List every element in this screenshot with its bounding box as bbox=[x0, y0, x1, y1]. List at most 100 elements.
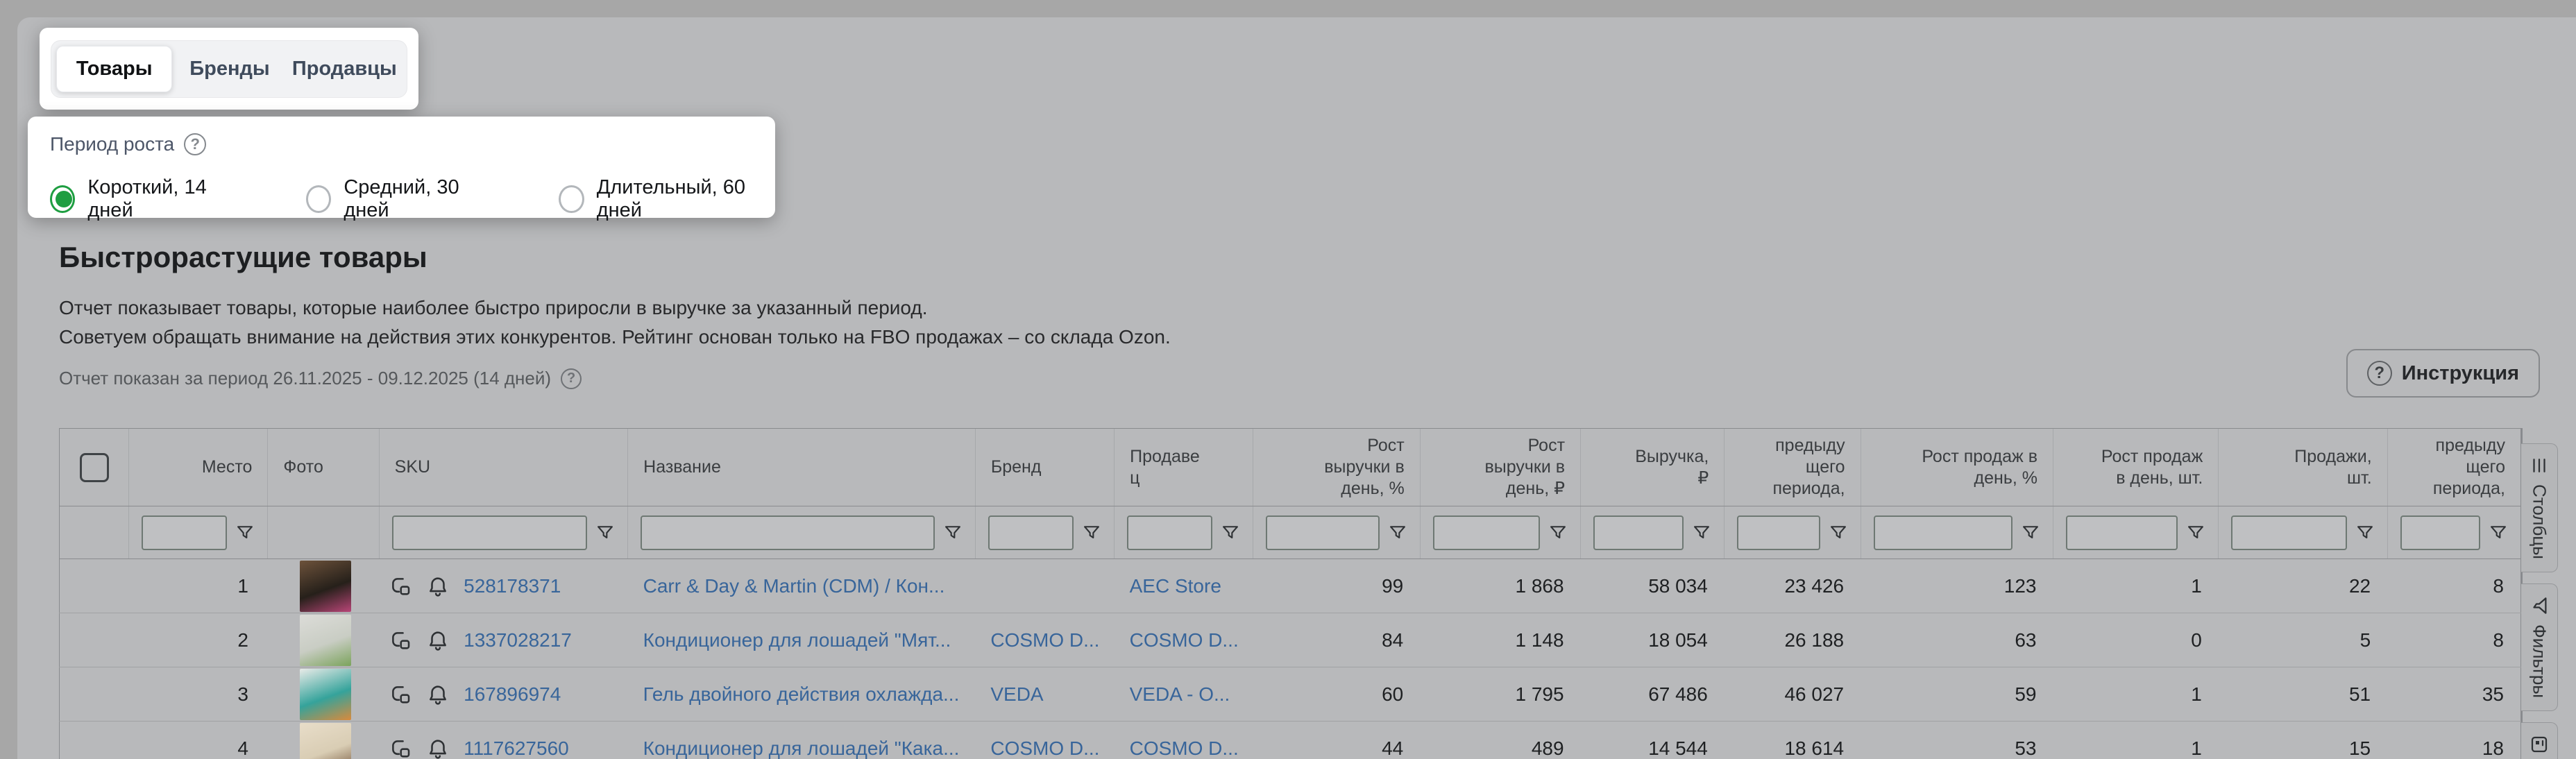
filter-input-prev_period_sales[interactable] bbox=[2400, 515, 2480, 550]
filter-cell-seller bbox=[1114, 506, 1253, 559]
filter-input-sales_units[interactable] bbox=[2231, 515, 2347, 550]
filter-input-sales_growth_pct[interactable] bbox=[1873, 515, 2012, 550]
filter-input-brand[interactable] bbox=[988, 515, 1074, 550]
rank-cell: 2 bbox=[128, 613, 268, 667]
sku-link[interactable]: 1117627560 bbox=[464, 737, 569, 759]
sku-link[interactable]: 1337028217 bbox=[464, 629, 572, 651]
filter-input-revenue_growth_pct[interactable] bbox=[1266, 515, 1380, 550]
col-header-revenue: Выручка, ₽ bbox=[1580, 428, 1725, 506]
seller-link[interactable]: COSMO D... bbox=[1129, 629, 1239, 651]
filter-cell-sales_units bbox=[2218, 506, 2388, 559]
filter-input-revenue[interactable] bbox=[1593, 515, 1684, 550]
tab-brendy[interactable]: Бренды bbox=[189, 57, 270, 80]
growth-period-label: Период роста bbox=[50, 133, 175, 155]
brand-cell: VEDA bbox=[975, 667, 1115, 722]
radio-icon[interactable] bbox=[305, 185, 332, 213]
product-photo[interactable] bbox=[299, 722, 351, 759]
name-link[interactable]: Кондиционер для лошадей "Мят... bbox=[643, 629, 951, 651]
filter-icon[interactable] bbox=[1548, 523, 1568, 543]
row-select-cell bbox=[58, 558, 129, 613]
filter-cell-revenue_growth_pct bbox=[1253, 506, 1421, 559]
period-option[interactable]: Средний, 30 дней bbox=[305, 176, 492, 222]
col-header-rank: Место bbox=[128, 428, 268, 506]
seller-link[interactable]: AEC Store bbox=[1129, 574, 1221, 597]
products-table-wrap: Место Фото SKU Название Бренд Продаве ц Рост в… bbox=[58, 428, 2522, 759]
similar-products-icon[interactable] bbox=[389, 574, 412, 598]
side-tab-label: Столбцы bbox=[2529, 484, 2550, 559]
seller-link[interactable]: COSMO D... bbox=[1129, 737, 1239, 759]
name-cell: Carr & Day & Martin (CDM) / Кон... bbox=[627, 558, 976, 613]
brand-cell: COSMO D... bbox=[975, 721, 1115, 759]
filter-icon[interactable] bbox=[2186, 523, 2205, 543]
filter-input-rank[interactable] bbox=[142, 515, 228, 550]
filter-icon[interactable] bbox=[1082, 523, 1101, 543]
page-description: Отчет показывает товары, которые наиболе… bbox=[59, 297, 1171, 348]
name-link[interactable]: Гель двойного действия охлажда... bbox=[643, 683, 960, 705]
filter-input-name[interactable] bbox=[641, 515, 935, 550]
filter-cell-prev_period_revenue bbox=[1724, 506, 1861, 559]
period-option[interactable]: Длительный, 60 дней bbox=[559, 176, 775, 222]
side-tab-settings-panel[interactable]: Настройки bbox=[2521, 722, 2558, 759]
sku-cell: 167896974 bbox=[379, 667, 628, 722]
filter-icon[interactable] bbox=[943, 523, 963, 543]
sku-link[interactable]: 528178371 bbox=[464, 574, 561, 597]
prev_period_revenue-cell: 46 027 bbox=[1724, 667, 1861, 722]
filter-input-sku[interactable] bbox=[391, 515, 588, 550]
tab-tovary[interactable]: Товары bbox=[56, 45, 173, 92]
side-tab-filter[interactable]: Фильтры bbox=[2521, 583, 2558, 711]
filter-cell-brand bbox=[974, 506, 1115, 559]
similar-products-icon[interactable] bbox=[389, 683, 412, 706]
name-link[interactable]: Carr & Day & Martin (CDM) / Кон... bbox=[643, 574, 945, 597]
filter-icon[interactable] bbox=[235, 523, 255, 543]
question-icon[interactable]: ? bbox=[184, 133, 207, 155]
filter-icon[interactable] bbox=[1388, 523, 1407, 543]
bell-icon[interactable] bbox=[426, 574, 450, 598]
period-option[interactable]: Короткий, 14 дней bbox=[50, 176, 239, 222]
sales_units-cell: 22 bbox=[2218, 558, 2388, 613]
side-tab-columns[interactable]: Столбцы bbox=[2521, 443, 2558, 572]
sku-link[interactable]: 167896974 bbox=[464, 683, 561, 705]
filter-input-seller[interactable] bbox=[1127, 515, 1213, 550]
similar-products-icon[interactable] bbox=[389, 737, 412, 759]
filter-icon[interactable] bbox=[595, 523, 615, 543]
bell-icon[interactable] bbox=[426, 629, 450, 652]
select-all-checkbox[interactable] bbox=[79, 452, 109, 482]
growth-period-options: Короткий, 14 дней Средний, 30 дней Длитель… bbox=[50, 176, 775, 222]
filter-icon[interactable] bbox=[2355, 523, 2375, 543]
instruction-button[interactable]: ? Инструкция bbox=[2346, 349, 2540, 398]
product-photo[interactable] bbox=[299, 668, 351, 720]
filter-icon[interactable] bbox=[1692, 523, 1711, 543]
filter-icon[interactable] bbox=[2021, 523, 2040, 543]
filter-input-prev_period_revenue[interactable] bbox=[1737, 515, 1820, 550]
revenue_growth_pct-cell: 84 bbox=[1253, 613, 1421, 667]
filter-input-sales_growth_units[interactable] bbox=[2065, 515, 2178, 550]
product-photo[interactable] bbox=[299, 614, 351, 666]
product-photo[interactable] bbox=[299, 560, 351, 612]
sales_units-cell: 15 bbox=[2218, 721, 2388, 759]
revenue_growth_rub-cell: 1 868 bbox=[1420, 558, 1581, 613]
similar-products-icon[interactable] bbox=[389, 629, 412, 652]
radio-selected-icon[interactable] bbox=[50, 185, 76, 213]
filter-icon bbox=[2529, 595, 2550, 616]
col-header-sales_growth_units: Рост продаж в день, шт. bbox=[2052, 428, 2219, 506]
filter-input-revenue_growth_rub[interactable] bbox=[1432, 515, 1541, 550]
radio-icon[interactable] bbox=[559, 185, 584, 213]
seller-cell: AEC Store bbox=[1114, 558, 1253, 613]
tab-prodavcy[interactable]: Продавцы bbox=[291, 57, 397, 80]
filter-icon[interactable] bbox=[1221, 523, 1240, 543]
brand-link[interactable]: COSMO D... bbox=[990, 737, 1100, 759]
photo-cell bbox=[267, 667, 380, 722]
filter-icon[interactable] bbox=[1829, 523, 1848, 543]
bell-icon[interactable] bbox=[426, 683, 450, 706]
question-icon[interactable]: ? bbox=[561, 368, 582, 389]
brand-link[interactable]: COSMO D... bbox=[990, 629, 1100, 651]
brand-link[interactable]: VEDA bbox=[990, 683, 1044, 705]
name-link[interactable]: Кондиционер для лошадей "Кака... bbox=[643, 737, 960, 759]
col-header-revenue_growth_pct: Рост выручки в день, % bbox=[1253, 428, 1421, 506]
sales_units-cell: 5 bbox=[2218, 613, 2388, 667]
filter-icon[interactable] bbox=[2489, 523, 2508, 543]
bell-icon[interactable] bbox=[426, 737, 450, 759]
seller-link[interactable]: VEDA - O... bbox=[1129, 683, 1230, 705]
photo-cell bbox=[267, 613, 380, 667]
